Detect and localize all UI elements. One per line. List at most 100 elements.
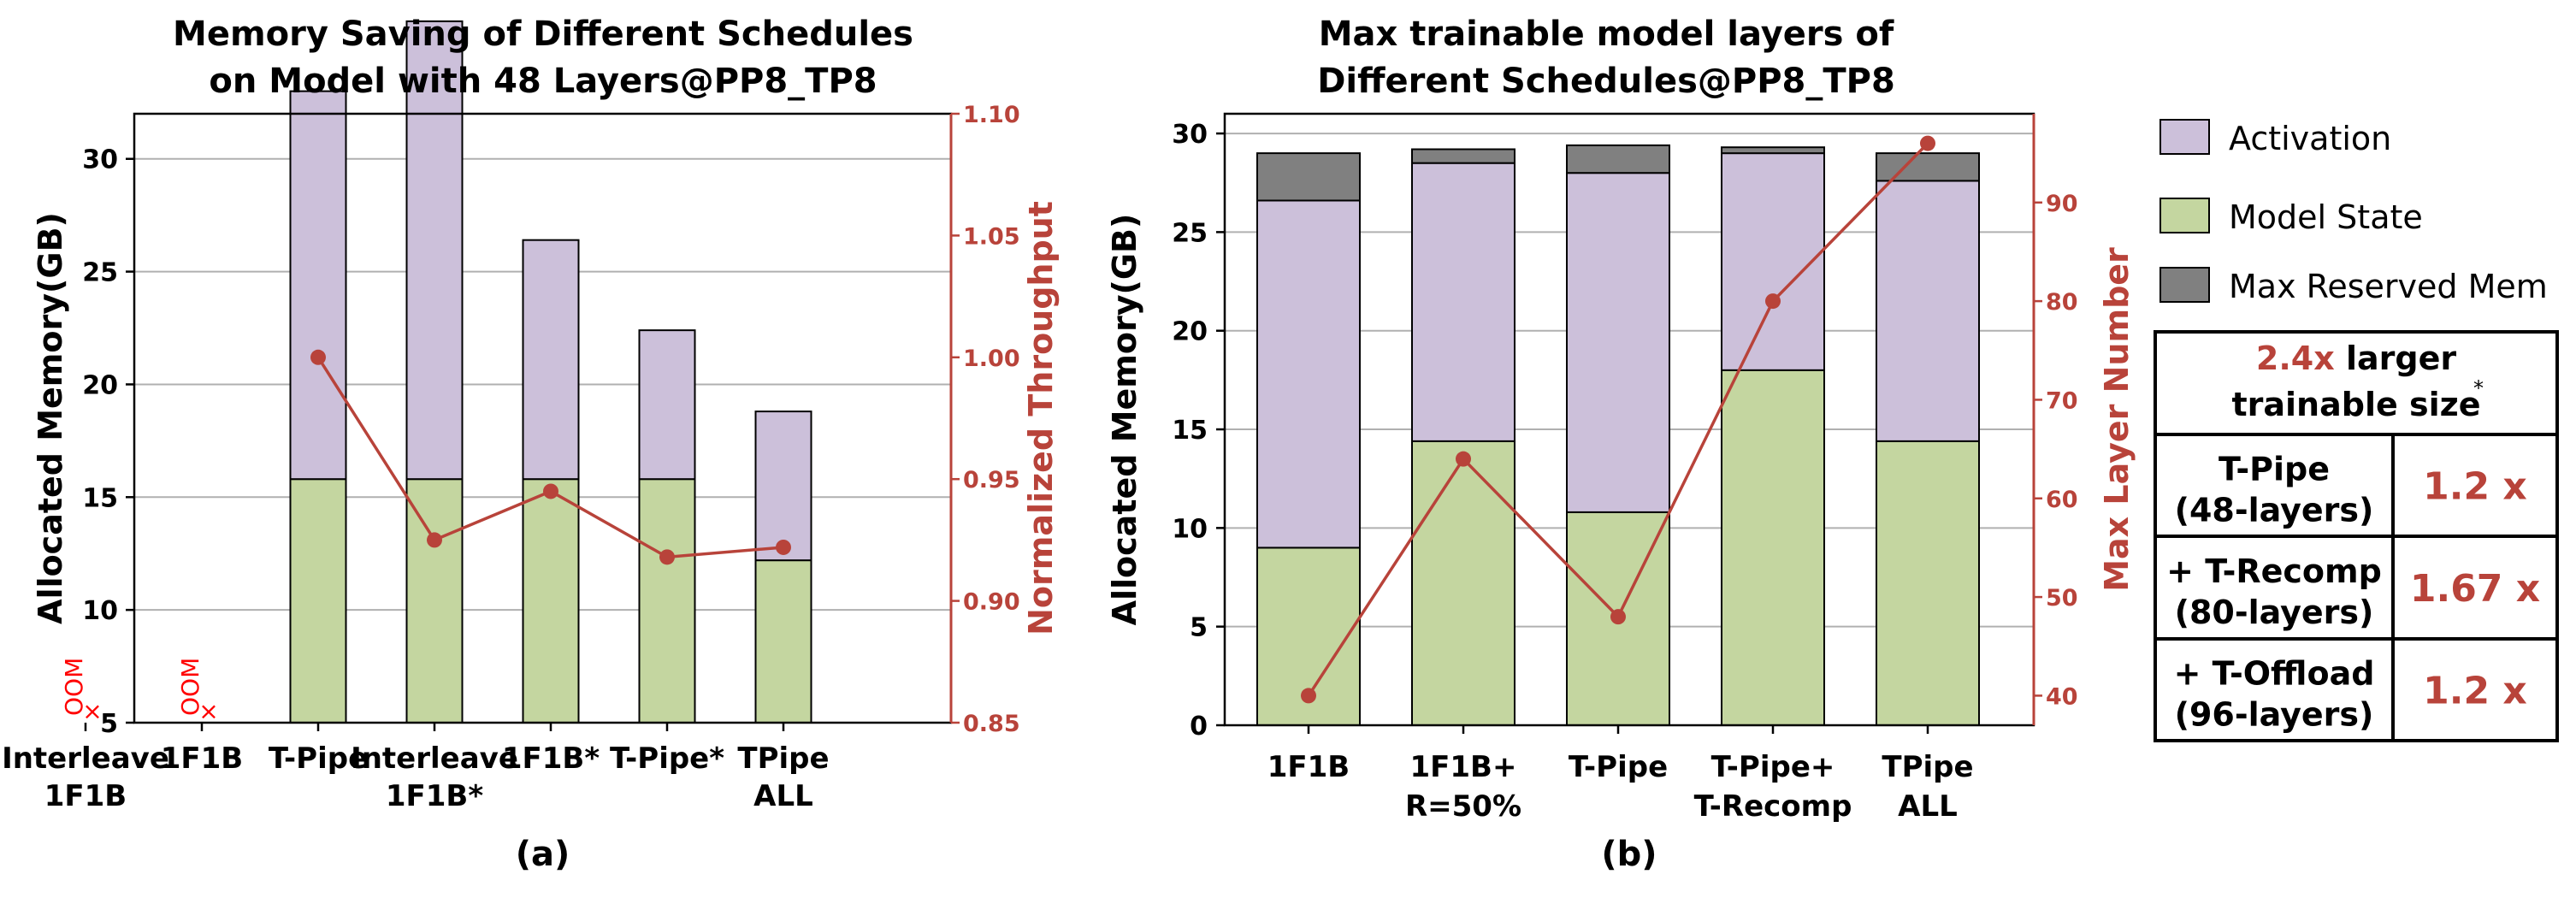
chart-title: on Model with 48 Layers@PP8_TP8 [209,62,877,101]
line-point [659,549,675,565]
table-row-name: + T-Offload [2174,655,2375,693]
table-row-detail: (80-layers) [2175,594,2374,631]
y2-axis-label: Normalized Throughput [1022,201,1060,635]
line-point [1301,688,1316,704]
line-point [1456,451,1471,467]
y-tick-label: 5 [1190,613,1208,643]
y-tick-label: 0 [1190,712,1208,741]
bar-activation [522,239,580,481]
table-row-name: T-Pipe [2219,451,2330,488]
table-header-highlight: 2.4x [2256,340,2335,377]
category-label: TPipe [737,741,829,776]
bar-activation [1876,180,1980,442]
table-header-mark: * [2473,376,2484,400]
legend-label: Max Reserved Mem [2229,268,2548,305]
subfigure-label: (a) [516,835,570,874]
y-tick-label: 30 [82,145,118,175]
bar-model_state [754,559,812,724]
bar-activation [289,90,347,481]
legend-label: Model State [2229,198,2423,236]
line-point [427,532,442,548]
line-point [310,349,326,365]
line-point [1920,135,1935,151]
chart-title: Different Schedules@PP8_TP8 [1317,62,1895,101]
bar-activation [1256,199,1361,549]
oom-label: OOM [176,658,204,716]
category-label: TPipe [1882,750,1973,784]
table-row-value: 1.2 x [2423,465,2527,509]
y2-tick-label: 90 [2046,191,2078,217]
bar-model_state [1411,440,1515,726]
table-row-value: 1.67 x [2410,567,2540,611]
bar-activation [1721,152,1825,371]
bar-max_reserved [1876,152,1980,182]
category-label: R=50% [1405,789,1521,824]
bar-model_state [1876,440,1980,726]
legend-swatch [2159,267,2210,303]
y-tick-label: 15 [1172,416,1208,446]
bar-max_reserved [1566,144,1670,174]
y2-axis-label: Max Layer Number [2098,247,2136,592]
y-tick-label: 20 [1172,317,1208,347]
legend-swatch [2159,198,2210,233]
y-tick-label: 20 [82,370,118,400]
line-point [543,483,558,499]
category-label: 1F1B* [502,741,600,776]
category-label: ALL [1898,789,1958,824]
table-header-line2: trainable size [2231,386,2480,423]
y2-tick-label: 70 [2046,387,2078,414]
y2-tick-label: 0.85 [963,711,1020,737]
line-point [1610,609,1626,625]
category-label: 1F1B [1267,750,1350,784]
y2-tick-label: 1.10 [963,102,1020,128]
bar-model_state [522,478,580,724]
table-row-name: + T-Recomp [2166,552,2382,590]
bar-activation [405,20,464,481]
category-label: T-Pipe+ [1711,750,1835,784]
bar-activation [1411,162,1515,442]
category-label: 1F1B+ [1410,750,1517,784]
y-tick-label: 30 [1172,120,1208,150]
bar-model_state [289,478,347,724]
bar-max_reserved [1411,148,1515,164]
y2-tick-label: 1.00 [963,346,1020,372]
category-label: T-Pipe* [610,741,724,776]
oom-label: OOM [60,658,88,716]
bar-model_state [638,478,696,724]
category-label: 1F1B [44,779,127,813]
bar-model_state [405,478,464,724]
line-point [1765,293,1781,310]
chart-title: Max trainable model layers of [1319,15,1894,54]
y-axis-label: Allocated Memory(GB) [1106,214,1143,626]
subfigure-label: (b) [1601,835,1657,874]
y-tick-label: 10 [82,596,118,626]
y2-tick-label: 0.90 [963,589,1020,616]
category-label: T-Recomp [1694,789,1852,824]
table-row-value: 1.2 x [2423,670,2527,713]
category-label: ALL [753,779,813,813]
y2-tick-label: 40 [2046,683,2078,710]
bar-activation [638,329,696,481]
y2-tick-label: 60 [2046,487,2078,513]
oom-mark: × [82,697,102,725]
category-label: 1F1B [161,741,243,776]
y-axis-label: Allocated Memory(GB) [32,212,69,624]
y2-tick-label: 1.05 [963,223,1020,250]
table-header-rest: larger [2335,340,2457,377]
y-tick-label: 25 [1172,218,1208,248]
category-label: T-Pipe [1569,750,1668,784]
y2-tick-label: 0.95 [963,467,1020,493]
line-point [776,539,791,555]
bar-model_state [1721,369,1825,726]
table-header-line1: 2.4x larger [2256,340,2456,377]
y-tick-label: 15 [82,483,118,513]
legend-swatch [2159,119,2210,155]
oom-mark: × [198,697,218,725]
bar-max_reserved [1721,146,1825,155]
category-label: 1F1B* [386,779,483,813]
y2-tick-label: 80 [2046,289,2078,316]
table-row-detail: (96-layers) [2175,696,2374,734]
bar-max_reserved [1256,152,1361,202]
